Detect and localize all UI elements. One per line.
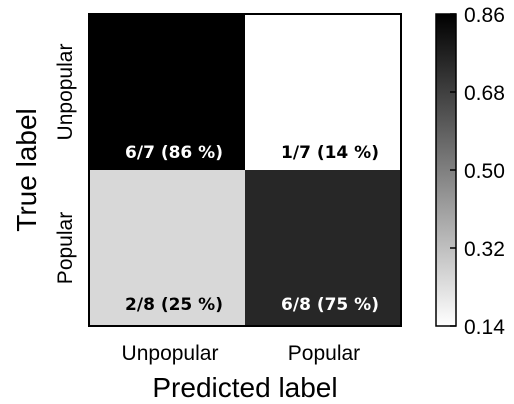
cell-popular-unpopular (89, 170, 245, 326)
cell-unpopular-popular (245, 14, 401, 170)
x-axis-title: Predicted label (152, 372, 337, 403)
colorbar-ticks: 0.86 0.68 0.50 0.32 0.14 (450, 4, 505, 339)
cell-popular-popular (245, 170, 401, 326)
colorbar-tick-label: 0.50 (464, 160, 505, 183)
cell-label-popular-popular: 6/8 (75 %) (281, 295, 379, 315)
cell-unpopular-unpopular (89, 14, 245, 170)
cell-label-popular-unpopular: 2/8 (25 %) (125, 295, 223, 315)
plot-frame (88, 13, 402, 327)
heatmap-cells (89, 14, 401, 326)
cell-labels: 6/7 (86 %) 1/7 (14 %) 2/8 (25 %) 6/8 (75… (125, 143, 379, 315)
cell-label-unpopular-popular: 1/7 (14 %) (281, 143, 379, 163)
colorbar-tick-label: 0.68 (464, 82, 505, 105)
y-tick-label-unpopular: Unpopular (54, 44, 77, 141)
colorbar-tick-label: 0.86 (464, 4, 505, 27)
colorbar-tick-label: 0.32 (464, 238, 505, 261)
y-axis-title: True label (11, 108, 42, 231)
y-tick-label-popular: Popular (54, 212, 77, 284)
colorbar-tick-label: 0.14 (464, 316, 505, 339)
cell-label-unpopular-unpopular: 6/7 (86 %) (125, 143, 223, 163)
x-tick-label-unpopular: Unpopular (122, 342, 219, 365)
colorbar: 0.86 0.68 0.50 0.32 0.14 (435, 4, 505, 339)
x-tick-label-popular: Popular (288, 342, 360, 365)
